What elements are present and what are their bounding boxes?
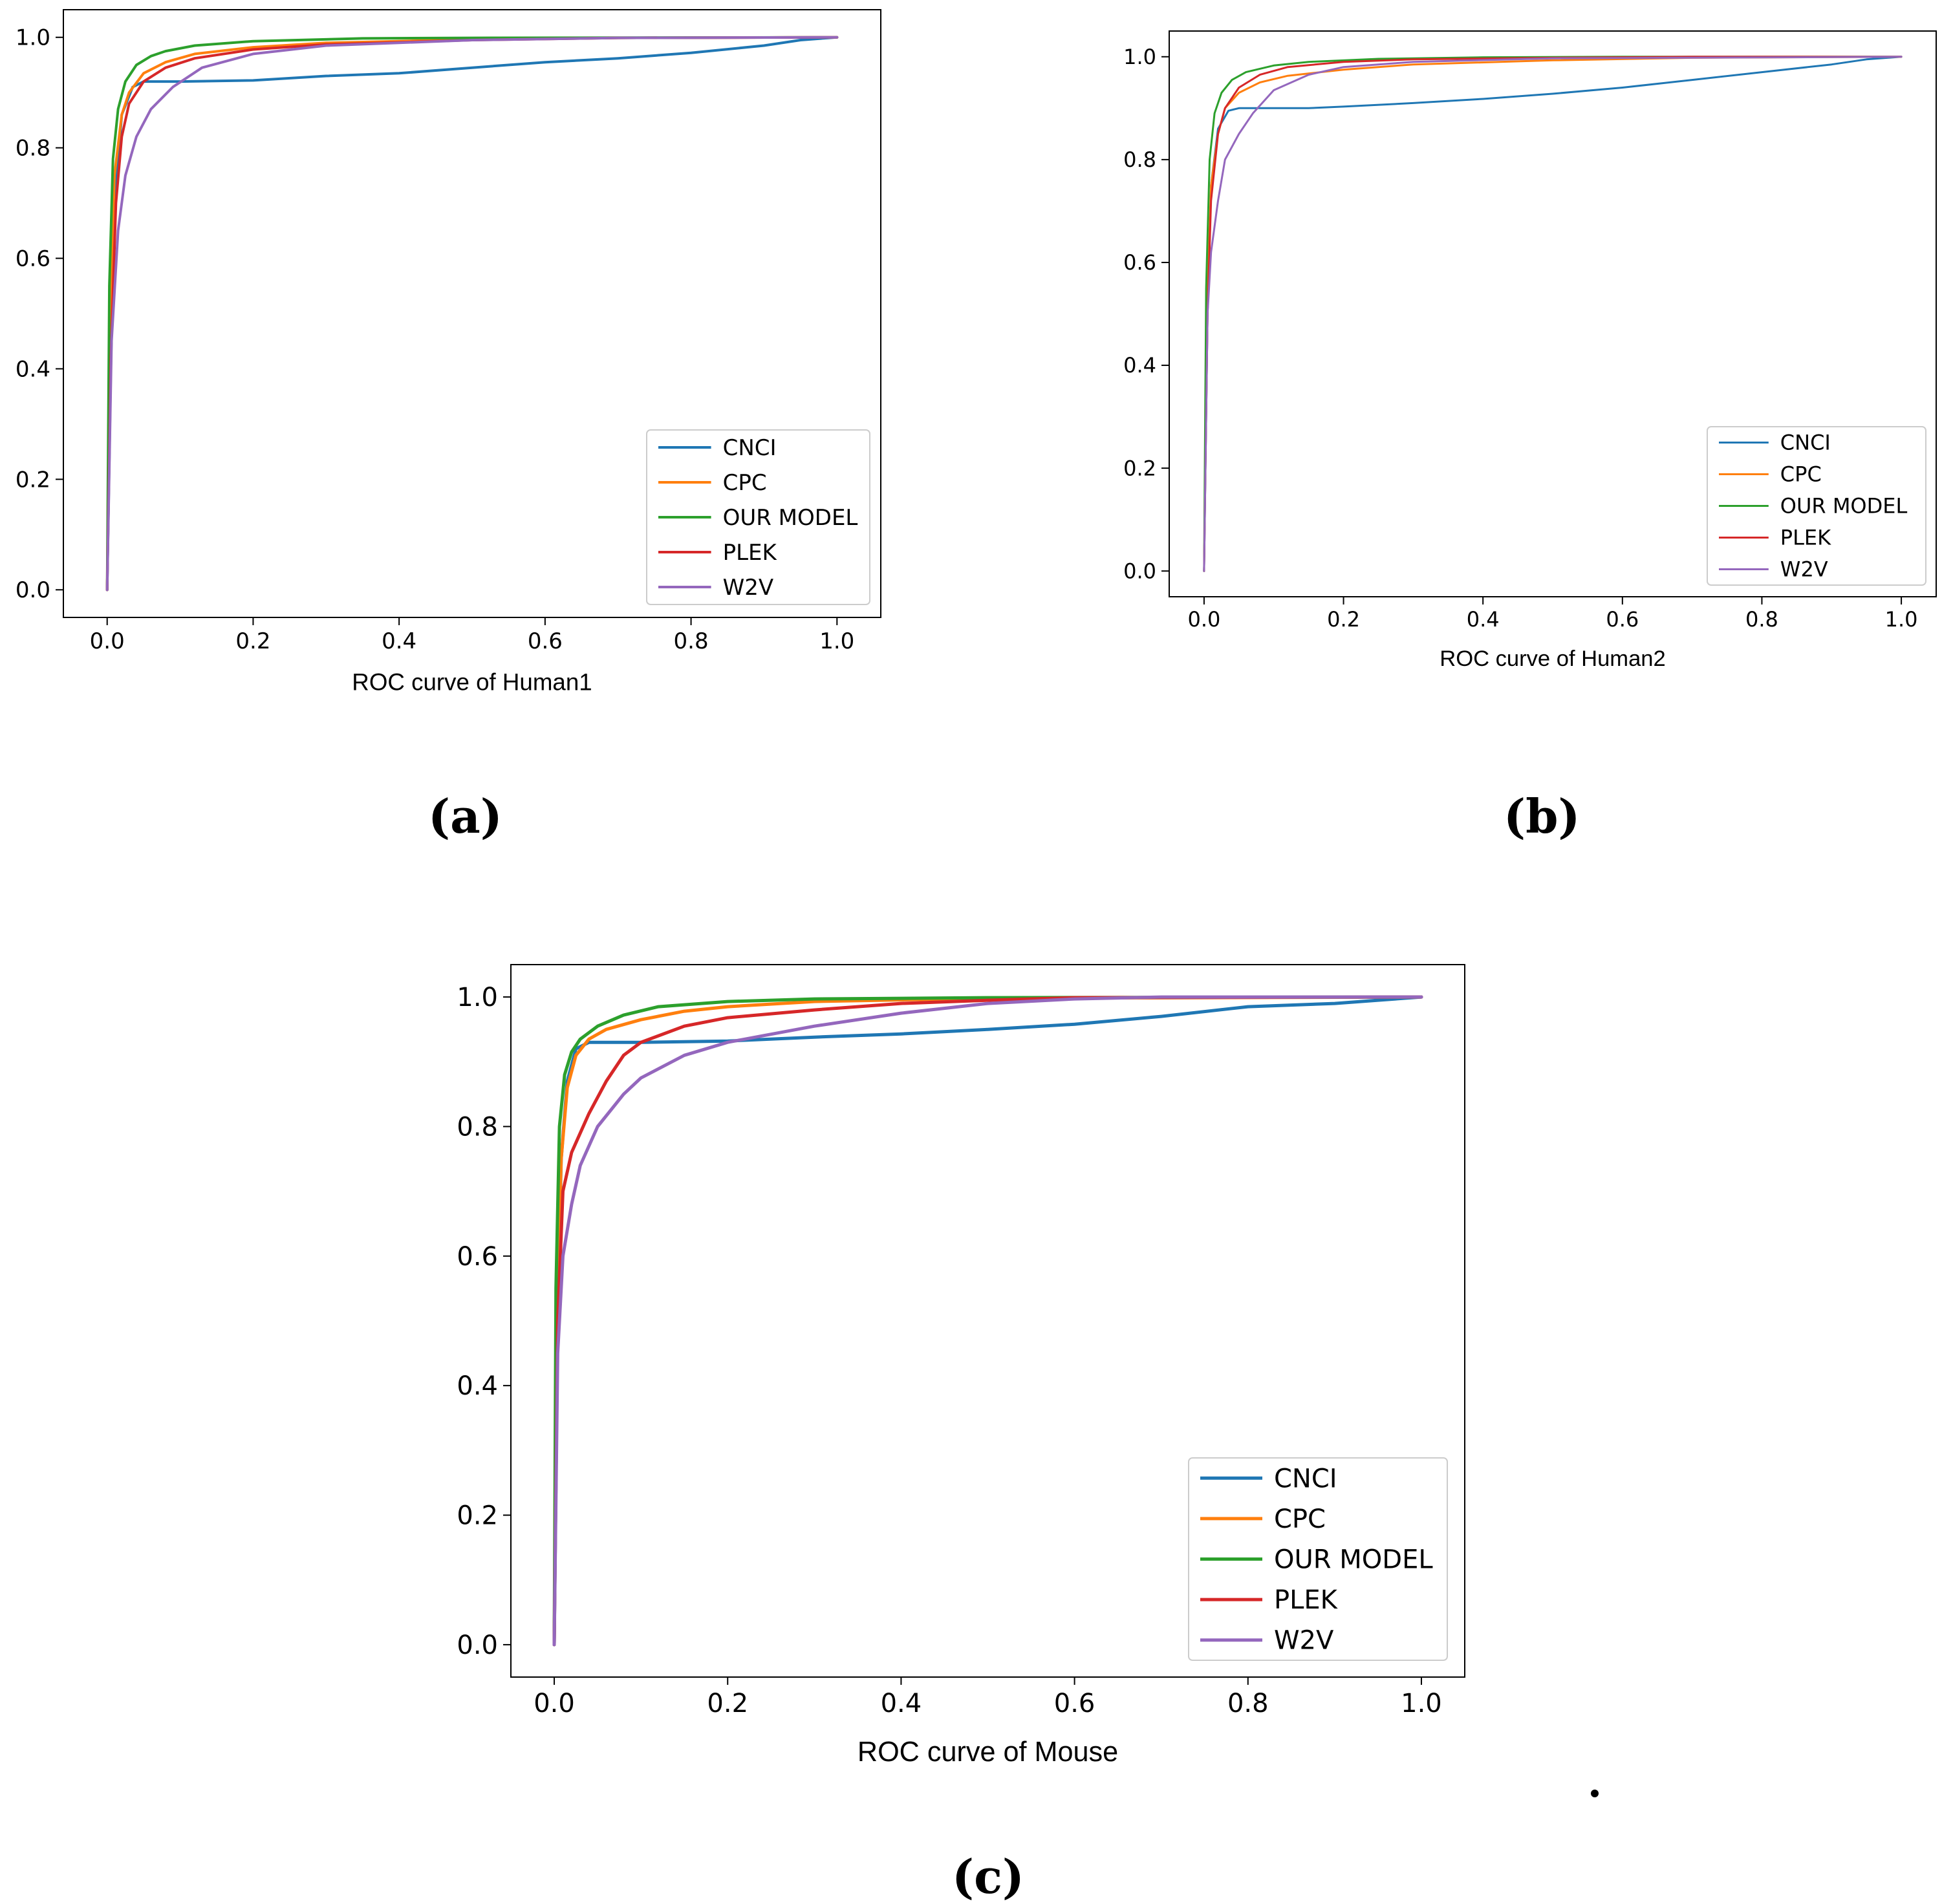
legend-label: CPC [723,470,767,496]
series-line-w2v [1203,56,1903,572]
axes-frame [1169,30,1937,597]
x-tick-label: 1.0 [819,628,854,654]
legend-box [1707,426,1926,586]
chart-human2: 0.0 0.2 0.4 0.6 0.8 1.0 0.0 0.2 0.4 0.6 0.8 1.0 ROC … [1123,30,1937,671]
legend-label: OUR MODEL [1780,494,1908,519]
legend-label: W2V [1274,1626,1334,1656]
x-tick-label: 0.8 [674,628,709,654]
legend-label: PLEK [1274,1585,1339,1615]
y-tick-label: 0.6 [16,246,50,272]
y-tick-label: 0.6 [457,1242,498,1272]
y-tick-label: 0.0 [16,577,50,603]
legend-label: W2V [1780,557,1828,582]
chart-mouse: 0.0 0.2 0.4 0.6 0.8 1.0 0.0 0.2 0.4 0.6 0.8 1.0 ROC … [457,964,1465,1768]
x-tick-label: 0.2 [235,628,270,654]
y-tick-label: 1.0 [457,983,498,1012]
legend-label: PLEK [1780,526,1831,550]
x-tick-label: 0.6 [1054,1689,1095,1718]
series-line-w2v [552,995,1423,1647]
series-line-w2v [105,36,839,592]
legend-label: OUR MODEL [1274,1545,1433,1575]
x-tick-label: 0.0 [534,1689,575,1718]
y-tick-label: 0.2 [1123,456,1156,480]
y-tick-label: 0.2 [16,467,50,493]
legend-label: OUR MODEL [723,505,858,531]
legend-label: PLEK [723,540,778,566]
panel-label-b: (b) [1504,789,1581,844]
series-line-our-model [105,36,839,592]
x-tick-label: 0.6 [1606,607,1639,632]
legend-box [1188,1457,1448,1661]
y-tick-label: 0.4 [457,1371,498,1401]
x-axis-label: ROC curve of Human1 [352,669,592,696]
legend-box [646,429,870,605]
y-tick-label: 0.0 [457,1631,498,1660]
x-tick-label: 0.2 [1327,607,1360,632]
x-tick-label: 0.8 [1745,607,1778,632]
series-line-our-model [552,995,1423,1647]
y-tick-label: 1.0 [16,25,50,51]
x-axis-label: ROC curve of Mouse [858,1737,1118,1768]
series-line-our-model [1203,56,1903,572]
y-tick-label: 0.8 [457,1112,498,1142]
legend-label: CNCI [723,435,777,461]
series-line-cpc [552,995,1423,1647]
x-tick-label: 1.0 [1401,1689,1442,1718]
y-tick-label: 1.0 [1123,45,1156,69]
x-tick-label: 0.0 [90,628,125,654]
chart-human1: 0.0 0.2 0.4 0.6 0.8 1.0 0.0 0.2 0.4 0.6 0.8 1.0 ROC … [16,9,881,696]
x-tick-label: 0.8 [1227,1689,1269,1718]
x-tick-label: 0.4 [881,1689,922,1718]
x-tick-label: 0.2 [707,1689,748,1718]
axes-frame [510,964,1465,1678]
x-tick-label: 0.0 [1187,607,1220,632]
x-tick-label: 0.4 [382,628,416,654]
panel-label-a: (a) [428,789,502,844]
x-axis-label: ROC curve of Human2 [1440,647,1665,671]
legend-label: W2V [723,575,774,601]
y-tick-label: 0.0 [1123,559,1156,583]
stray-dot [1591,1790,1599,1797]
y-tick-label: 0.8 [16,136,50,162]
y-tick-label: 0.8 [1123,147,1156,172]
legend-label: CNCI [1274,1464,1337,1493]
legend-label: CPC [1274,1504,1326,1534]
y-tick-label: 0.6 [1123,250,1156,275]
legend-label: CNCI [1780,431,1831,455]
x-tick-label: 0.6 [528,628,563,654]
x-tick-label: 0.4 [1467,607,1500,632]
series-line-plek [552,995,1423,1647]
y-tick-label: 0.2 [457,1501,498,1531]
y-tick-label: 0.4 [16,356,50,382]
y-tick-label: 0.4 [1123,353,1156,378]
series-line-cpc [1203,56,1903,572]
panel-label-c: (c) [952,1849,1024,1904]
x-tick-label: 1.0 [1885,607,1918,632]
legend-label: CPC [1780,462,1822,487]
axes-frame [63,9,881,618]
